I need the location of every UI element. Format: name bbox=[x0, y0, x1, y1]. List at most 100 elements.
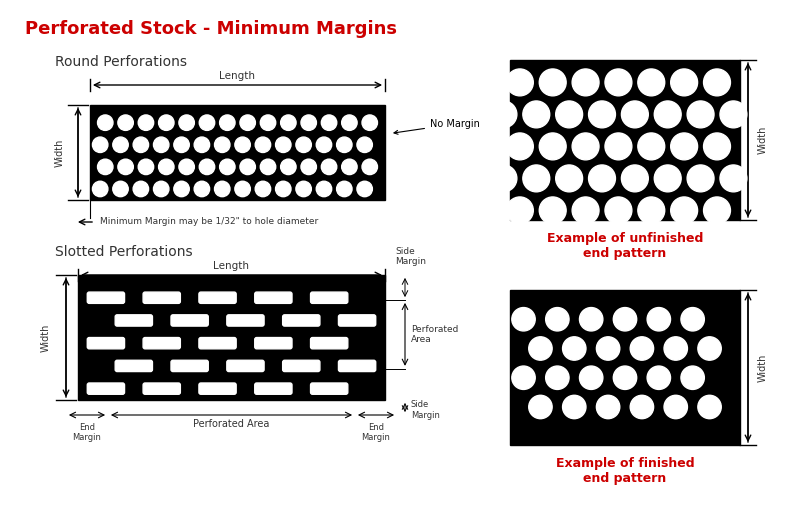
Circle shape bbox=[703, 197, 730, 224]
Text: Side
Margin: Side Margin bbox=[395, 247, 426, 267]
Bar bbox=[78, 275, 385, 400]
Circle shape bbox=[703, 133, 730, 160]
FancyBboxPatch shape bbox=[199, 383, 236, 394]
Circle shape bbox=[638, 133, 665, 160]
Circle shape bbox=[539, 133, 566, 160]
Circle shape bbox=[647, 307, 670, 331]
Circle shape bbox=[698, 337, 722, 360]
Circle shape bbox=[529, 395, 552, 419]
Circle shape bbox=[622, 165, 648, 192]
Circle shape bbox=[296, 181, 311, 197]
Text: No Margin: No Margin bbox=[394, 119, 480, 134]
Bar bbox=[90, 105, 385, 200]
Circle shape bbox=[154, 137, 169, 153]
Circle shape bbox=[158, 159, 174, 174]
Circle shape bbox=[572, 197, 599, 224]
Circle shape bbox=[562, 337, 586, 360]
Circle shape bbox=[260, 115, 276, 130]
Circle shape bbox=[556, 165, 582, 192]
Circle shape bbox=[342, 159, 357, 174]
Circle shape bbox=[362, 115, 378, 130]
Circle shape bbox=[342, 115, 357, 130]
Text: Length: Length bbox=[219, 71, 255, 81]
Circle shape bbox=[179, 115, 194, 130]
Circle shape bbox=[362, 159, 378, 174]
Bar bbox=[510, 60, 740, 220]
Circle shape bbox=[235, 181, 250, 197]
Circle shape bbox=[158, 115, 174, 130]
Circle shape bbox=[138, 115, 154, 130]
Text: Length: Length bbox=[214, 261, 250, 271]
FancyBboxPatch shape bbox=[282, 315, 320, 326]
Circle shape bbox=[654, 165, 681, 192]
FancyBboxPatch shape bbox=[254, 292, 292, 303]
FancyBboxPatch shape bbox=[338, 315, 376, 326]
Circle shape bbox=[275, 181, 291, 197]
Text: Perforated
Area: Perforated Area bbox=[411, 325, 458, 344]
Circle shape bbox=[589, 101, 615, 128]
Circle shape bbox=[529, 337, 552, 360]
Circle shape bbox=[614, 366, 637, 390]
Circle shape bbox=[490, 165, 517, 192]
Circle shape bbox=[596, 395, 620, 419]
Circle shape bbox=[118, 159, 134, 174]
Circle shape bbox=[316, 137, 332, 153]
Text: Side
Margin: Side Margin bbox=[411, 400, 440, 420]
Circle shape bbox=[572, 133, 599, 160]
Circle shape bbox=[214, 137, 230, 153]
Circle shape bbox=[664, 337, 687, 360]
Circle shape bbox=[670, 69, 698, 96]
Circle shape bbox=[506, 69, 534, 96]
Circle shape bbox=[93, 181, 108, 197]
Circle shape bbox=[98, 159, 113, 174]
Circle shape bbox=[681, 307, 704, 331]
Text: End
Margin: End Margin bbox=[362, 423, 390, 443]
FancyBboxPatch shape bbox=[171, 315, 208, 326]
Circle shape bbox=[275, 137, 291, 153]
FancyBboxPatch shape bbox=[282, 360, 320, 372]
Circle shape bbox=[579, 366, 603, 390]
Circle shape bbox=[337, 137, 352, 153]
Circle shape bbox=[93, 137, 108, 153]
Circle shape bbox=[235, 137, 250, 153]
FancyBboxPatch shape bbox=[115, 315, 153, 326]
Circle shape bbox=[664, 395, 687, 419]
Circle shape bbox=[546, 366, 569, 390]
Circle shape bbox=[174, 181, 190, 197]
Circle shape bbox=[687, 101, 714, 128]
Circle shape bbox=[614, 307, 637, 331]
Circle shape bbox=[490, 101, 517, 128]
Circle shape bbox=[556, 101, 582, 128]
FancyBboxPatch shape bbox=[143, 383, 180, 394]
Circle shape bbox=[260, 159, 276, 174]
Text: End
Margin: End Margin bbox=[73, 423, 102, 443]
Circle shape bbox=[194, 181, 210, 197]
Circle shape bbox=[301, 115, 317, 130]
Circle shape bbox=[506, 133, 534, 160]
Circle shape bbox=[596, 337, 620, 360]
Circle shape bbox=[194, 137, 210, 153]
Text: Minimum Margin may be 1/32" to hole diameter: Minimum Margin may be 1/32" to hole diam… bbox=[100, 217, 318, 226]
Circle shape bbox=[605, 69, 632, 96]
Circle shape bbox=[546, 307, 569, 331]
Circle shape bbox=[281, 159, 296, 174]
Circle shape bbox=[113, 181, 128, 197]
Circle shape bbox=[670, 133, 698, 160]
Circle shape bbox=[113, 137, 128, 153]
Circle shape bbox=[322, 115, 337, 130]
Text: Perforated Area: Perforated Area bbox=[194, 419, 270, 429]
Circle shape bbox=[255, 181, 270, 197]
Circle shape bbox=[638, 197, 665, 224]
FancyBboxPatch shape bbox=[115, 360, 153, 372]
Circle shape bbox=[174, 137, 190, 153]
Circle shape bbox=[199, 115, 214, 130]
Circle shape bbox=[720, 165, 747, 192]
Circle shape bbox=[138, 159, 154, 174]
Circle shape bbox=[316, 181, 332, 197]
FancyBboxPatch shape bbox=[254, 338, 292, 349]
Circle shape bbox=[512, 307, 535, 331]
Circle shape bbox=[589, 165, 615, 192]
Bar bbox=[510, 290, 740, 445]
Circle shape bbox=[572, 69, 599, 96]
Circle shape bbox=[199, 159, 214, 174]
